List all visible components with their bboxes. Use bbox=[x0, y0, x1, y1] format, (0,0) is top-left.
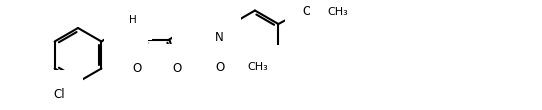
Text: O: O bbox=[215, 61, 224, 73]
Text: O: O bbox=[133, 62, 142, 75]
Text: Cl: Cl bbox=[53, 87, 65, 101]
Text: N: N bbox=[215, 31, 223, 44]
Text: N: N bbox=[190, 18, 199, 31]
Text: O: O bbox=[173, 62, 182, 75]
Text: N: N bbox=[122, 20, 131, 33]
Text: O: O bbox=[302, 5, 312, 17]
Text: CH₃: CH₃ bbox=[327, 7, 348, 17]
Text: CH₃: CH₃ bbox=[248, 62, 268, 72]
Text: H: H bbox=[197, 13, 204, 23]
Text: H: H bbox=[128, 15, 136, 25]
